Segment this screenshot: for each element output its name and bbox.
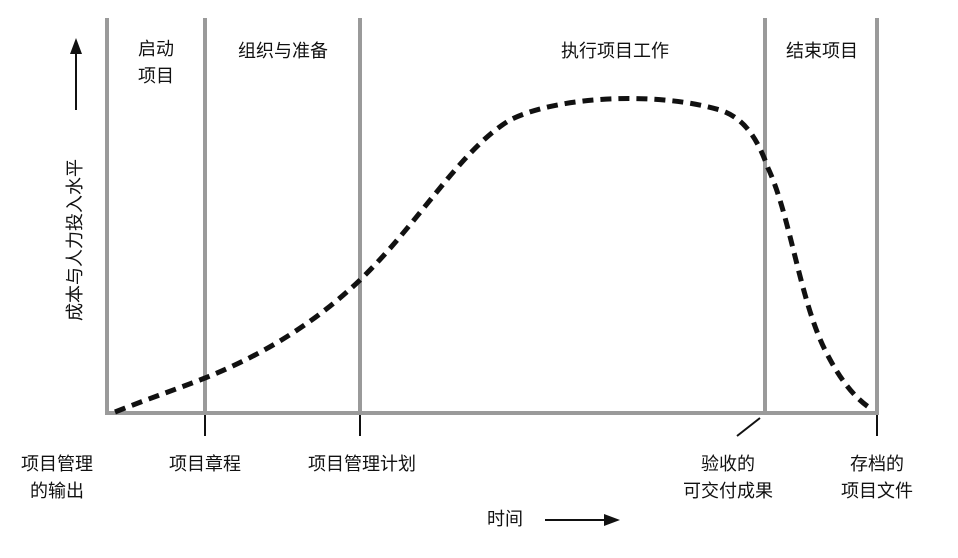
milestone-label: 项目管理计划 xyxy=(308,454,416,475)
phase-label: 组织与准备 xyxy=(238,41,328,62)
frame xyxy=(105,18,879,415)
phase-label: 启动 xyxy=(138,39,174,60)
milestone-ticks xyxy=(204,415,878,437)
x-arrowhead xyxy=(604,514,620,526)
outputs-label: 的输出 xyxy=(30,481,84,502)
y-axis-label: 成本与人力投入水平 xyxy=(65,159,86,321)
milestone-label: 存档的 xyxy=(850,454,904,475)
phase-label: 项目 xyxy=(138,66,174,87)
milestone-label: 可交付成果 xyxy=(683,481,773,502)
phase-label: 执行项目工作 xyxy=(561,41,669,62)
milestone-label: 项目章程 xyxy=(169,454,241,475)
y-arrowhead xyxy=(70,38,82,54)
outputs-label: 项目管理 xyxy=(21,454,93,475)
x-axis-label: 时间 xyxy=(487,509,523,530)
effort-curve xyxy=(114,96,872,415)
milestone-label: 验收的 xyxy=(701,454,755,475)
tick xyxy=(736,417,761,437)
milestone-label: 项目文件 xyxy=(841,481,913,502)
phase-label: 结束项目 xyxy=(786,41,858,62)
